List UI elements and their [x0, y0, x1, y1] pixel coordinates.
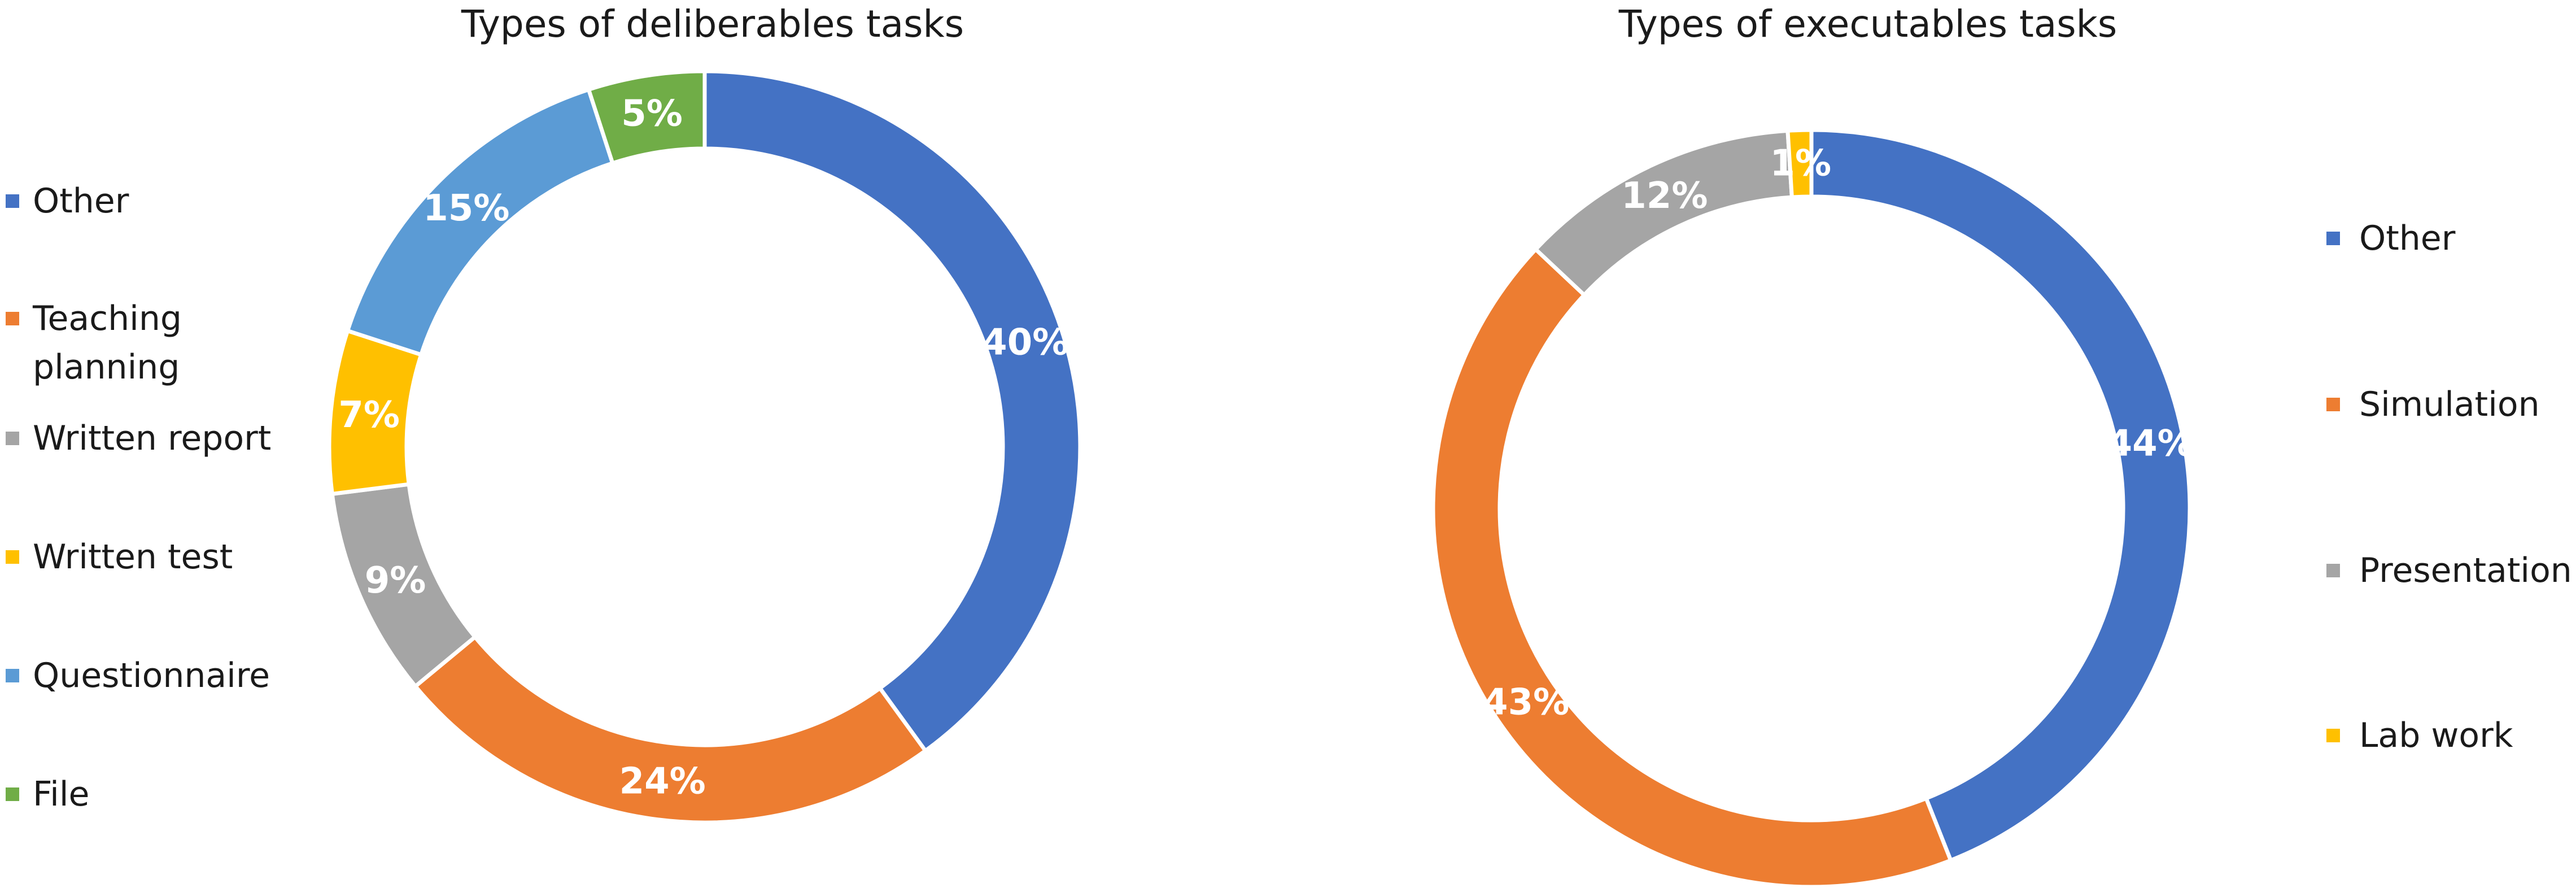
- legend-executables: Other Simulation Presentation Lab work: [2326, 219, 2572, 755]
- data-label-written-report: 9%: [365, 560, 426, 602]
- legend-label: Other: [2359, 219, 2456, 258]
- legend-deliberables: Other Teaching planning Written report Writt…: [6, 181, 271, 814]
- slice-lab-work: [1785, 128, 1814, 199]
- legend-item-presentation: Presentation: [2326, 551, 2572, 590]
- chart-executables: Types of executables tasks Other Simulati…: [1431, 2, 2572, 889]
- legend-label: Lab work: [2359, 716, 2513, 755]
- data-label-simulation: 43%: [1483, 681, 1569, 723]
- legend-swatch: [2326, 729, 2340, 742]
- data-label-written-test: 7%: [338, 394, 400, 436]
- legend-swatch: [6, 787, 19, 801]
- slice-other: [702, 69, 1082, 754]
- legend-swatch: [6, 669, 19, 682]
- legend-swatch: [6, 194, 19, 208]
- legend-swatch: [2326, 564, 2340, 577]
- data-label-file: 5%: [621, 93, 683, 134]
- legend-label: Questionnaire: [33, 656, 270, 695]
- slice-simulation: [1431, 246, 1954, 889]
- chart-deliberables: Types of deliberables tasks Other Teachin…: [6, 2, 1082, 825]
- data-labels-executables: 44% 43% 12% 1%: [1483, 142, 2194, 723]
- legend-swatch: [6, 312, 19, 325]
- legend-swatch: [2326, 398, 2340, 411]
- legend-item-file: File: [6, 774, 89, 814]
- chart-title-deliberables: Types of deliberables tasks: [461, 2, 964, 46]
- data-label-teaching-planning: 24%: [619, 760, 706, 802]
- legend-swatch: [2326, 232, 2340, 245]
- legend-label: Written test: [33, 537, 233, 577]
- legend-label: Simulation: [2359, 385, 2540, 424]
- slice-teaching-planning: [412, 634, 928, 825]
- chart-title-executables: Types of executables tasks: [1618, 2, 2117, 46]
- legend-swatch: [6, 432, 19, 445]
- donut-executables: [1431, 128, 2192, 889]
- slice-other: [1809, 128, 2192, 863]
- legend-label: Written report: [33, 419, 271, 458]
- legend-item-written-test: Written test: [6, 537, 233, 577]
- data-label-other: 40%: [982, 322, 1068, 364]
- legend-item-simulation: Simulation: [2326, 385, 2540, 424]
- legend-item-teaching-planning: Teaching planning: [6, 299, 182, 387]
- data-label-lab-work: 1%: [1770, 142, 1831, 184]
- data-label-questionnaire: 15%: [423, 188, 509, 229]
- data-label-other: 44%: [2107, 423, 2194, 465]
- legend-item-other: Other: [2326, 219, 2456, 258]
- legend-item-questionnaire: Questionnaire: [6, 656, 270, 695]
- legend-item-written-report: Written report: [6, 419, 271, 458]
- slice-file: [586, 69, 707, 166]
- legend-label: Teaching planning: [32, 299, 182, 387]
- data-labels-deliberables: 40% 24% 9% 7% 15% 5%: [338, 93, 1068, 802]
- legend-label: Presentation: [2359, 551, 2572, 590]
- legend-label: File: [33, 774, 89, 814]
- legend-item-other: Other: [6, 181, 129, 221]
- data-label-presentation: 12%: [1621, 175, 1708, 217]
- donut-deliberables: [327, 69, 1082, 825]
- legend-swatch: [6, 550, 19, 564]
- legend-item-lab-work: Lab work: [2326, 716, 2513, 755]
- legend-label: Other: [33, 181, 129, 221]
